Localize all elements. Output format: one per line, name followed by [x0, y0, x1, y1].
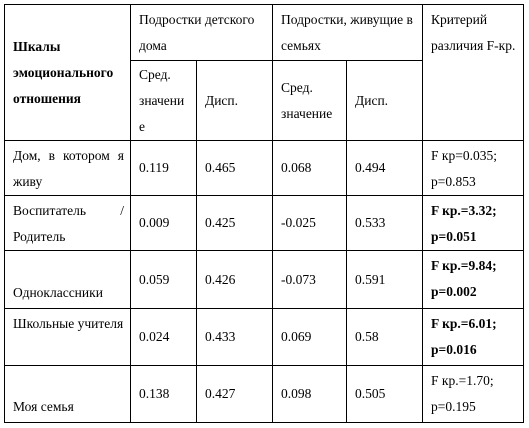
value-cell: -0.073 [272, 250, 348, 309]
value-cell: -0.025 [272, 195, 348, 251]
value-cell: 0.433 [195, 308, 274, 366]
data-row: Дом, в котором я живу 0.119 0.465 0.068 0.49… [4, 140, 525, 196]
value-cell: 0.024 [130, 308, 197, 366]
row-label: Одноклассники [4, 250, 131, 309]
sub-header: Дисп. [195, 60, 274, 141]
sub-header: Сред. значение [272, 60, 348, 141]
sub-header: Сред. значение [130, 60, 197, 141]
header-row: Шкалы эмоционального отношения Подростки… [4, 4, 525, 141]
row-label: Воспитатель /Родитель [4, 195, 131, 251]
criterion-cell: F кр=0.035; p=0.853 [422, 140, 525, 196]
value-cell: 0.426 [195, 250, 274, 309]
value-cell: 0.427 [195, 365, 274, 423]
value-cell: 0.425 [195, 195, 274, 251]
criterion-cell: F кр.=1.70; p=0.195 [422, 365, 525, 423]
value-cell: 0.494 [346, 140, 424, 196]
value-cell: 0.591 [346, 250, 424, 309]
data-row: Одноклассники 0.059 0.426 -0.073 0.591 F кр.=… [4, 250, 525, 309]
row-label: Школьные учителя [4, 308, 131, 366]
value-cell: 0.533 [346, 195, 424, 251]
criterion-cell: F кр.=6.01; p=0.016 [422, 308, 525, 366]
data-row: Воспитатель /Родитель 0.009 0.425 -0.025 0.5… [4, 195, 525, 251]
header-row: Сред. значение Дисп. Сред. значение Дисп… [5, 60, 524, 141]
results-table: Шкалы эмоционального отношения Подростки… [4, 4, 525, 423]
value-cell: 0.069 [272, 308, 348, 366]
group-header: Подростки детского дома [129, 4, 274, 61]
value-cell: 0.098 [272, 365, 348, 423]
criterion-header: Критерий различия F-кр. [422, 4, 525, 141]
value-cell: 0.059 [130, 250, 197, 309]
row-label: Дом, в котором я живу [4, 140, 131, 196]
group-header: Подростки, живущие в семьях [272, 4, 424, 61]
value-cell: 0.068 [272, 140, 348, 196]
value-cell: 0.465 [195, 140, 274, 196]
value-cell: 0.119 [130, 140, 197, 196]
value-cell: 0.505 [346, 365, 424, 423]
criterion-cell: F кр.=9.84; p=0.002 [422, 250, 525, 309]
data-row: Моя семья 0.138 0.427 0.098 0.505 F кр.=1.70;… [4, 365, 525, 423]
row-label: Моя семья [4, 365, 131, 423]
value-cell: 0.138 [130, 365, 197, 423]
value-cell: 0.009 [130, 195, 197, 251]
scale-header: Шкалы эмоционального отношения [4, 4, 131, 141]
value-cell: 0.58 [346, 308, 424, 366]
criterion-cell: F кр.=3.32; p=0.051 [422, 195, 525, 251]
data-row: Школьные учителя 0.024 0.433 0.069 0.58 F кр.… [4, 308, 525, 366]
sub-header: Дисп. [346, 60, 424, 141]
